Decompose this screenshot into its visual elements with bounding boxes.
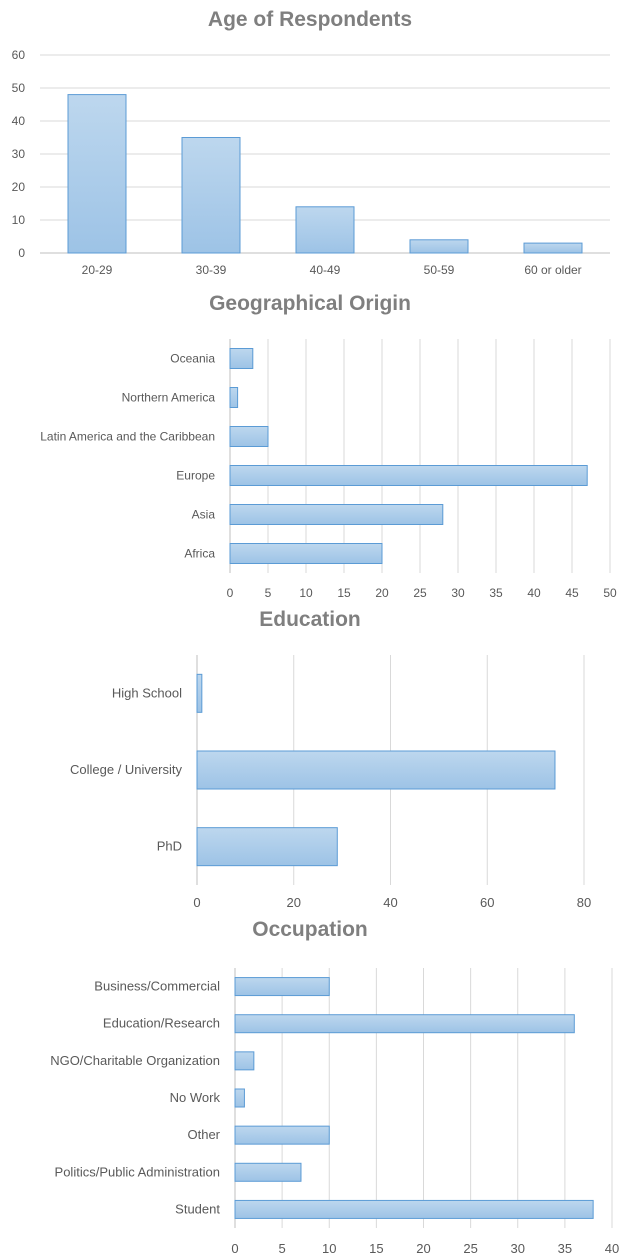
bar <box>196 827 338 867</box>
bar <box>295 206 355 254</box>
x-tick-label: 0 <box>227 586 234 600</box>
category-label: High School <box>112 685 182 700</box>
x-tick-label: 10 <box>322 1241 336 1256</box>
category-label: College / University <box>70 762 182 777</box>
y-tick-label: 10 <box>12 213 26 227</box>
x-tick-label: 40-49 <box>310 263 341 277</box>
education-chart: Education 0 20 40 60 80 High School College / … <box>70 608 591 910</box>
x-tick-label: 40 <box>383 895 397 910</box>
x-tick-label: 40 <box>527 586 541 600</box>
category-label: No Work <box>170 1090 221 1105</box>
category-label: Student <box>175 1201 220 1216</box>
bar <box>229 543 383 564</box>
x-tick-label: 30-39 <box>196 263 227 277</box>
bar <box>234 1162 302 1182</box>
bar <box>229 387 239 408</box>
category-label: Politics/Public Administration <box>55 1164 220 1179</box>
x-tick-label: 25 <box>413 586 427 600</box>
x-tick-label: 30 <box>511 1241 525 1256</box>
x-tick-label: 20 <box>416 1241 430 1256</box>
bar <box>234 1088 245 1108</box>
x-tick-label: 35 <box>489 586 503 600</box>
category-label: Other <box>187 1127 220 1142</box>
x-tick-label: 25 <box>463 1241 477 1256</box>
x-tick-label: 35 <box>558 1241 572 1256</box>
x-tick-label: 60 or older <box>524 263 581 277</box>
category-label: Europe <box>176 469 215 483</box>
age-chart: Age of Respondents 0 10 20 30 40 50 60 20-29 30-… <box>0 0 620 300</box>
category-label: Latin America and the Caribbean <box>40 430 215 444</box>
y-tick-label: 50 <box>12 81 26 95</box>
x-tick-label: 50 <box>603 586 617 600</box>
x-tick-label: 0 <box>231 1241 238 1256</box>
x-tick-label: 60 <box>480 895 494 910</box>
bar <box>234 1125 330 1145</box>
x-tick-label: 20 <box>287 895 301 910</box>
x-tick-label: 15 <box>369 1241 383 1256</box>
x-tick-label: 0 <box>193 895 200 910</box>
category-label: PhD <box>157 839 182 854</box>
x-tick-label: 15 <box>337 586 351 600</box>
bar <box>523 242 583 254</box>
category-label: Northern America <box>122 391 216 405</box>
bar <box>229 504 444 525</box>
y-tick-label: 30 <box>12 147 26 161</box>
x-tick-label: 80 <box>577 895 591 910</box>
x-tick-label: 20 <box>375 586 389 600</box>
bar <box>196 673 203 713</box>
category-label: NGO/Charitable Organization <box>50 1053 220 1068</box>
chart-title: Occupation <box>252 918 368 941</box>
chart-title: Age of Respondents <box>207 8 413 31</box>
category-label: Business/Commercial <box>94 979 220 994</box>
bar <box>196 750 556 790</box>
bar <box>229 426 269 447</box>
bar <box>409 239 469 254</box>
category-label: Asia <box>192 508 216 522</box>
bar <box>181 137 241 254</box>
x-tick-label: 5 <box>265 586 272 600</box>
y-tick-label: 60 <box>12 48 26 62</box>
y-tick-label: 0 <box>18 246 25 260</box>
x-tick-label: 5 <box>279 1241 286 1256</box>
category-label: Education/Research <box>103 1016 220 1031</box>
chart-title: Education <box>259 608 361 631</box>
bar <box>234 1014 575 1034</box>
bar <box>229 465 588 486</box>
education-chart-plot: 0 20 40 60 80 High School College / University… <box>70 655 591 910</box>
bar <box>234 1199 594 1219</box>
bar <box>234 1051 255 1071</box>
age-chart-plot: 0 10 20 30 40 50 60 20-29 30-39 40-49 50-59 60 or o… <box>12 48 610 277</box>
category-label: Oceania <box>170 352 215 366</box>
y-tick-label: 20 <box>12 180 26 194</box>
x-tick-label: 20-29 <box>82 263 113 277</box>
geography-chart: Geographical Origin 0 5 10 15 20 25 30 35 40 45 50… <box>0 0 620 620</box>
geography-chart-plot: 0 5 10 15 20 25 30 35 40 45 50 Oceania Northern Amer… <box>40 339 617 600</box>
x-tick-label: 40 <box>605 1241 619 1256</box>
x-tick-label: 30 <box>451 586 465 600</box>
category-label: Africa <box>184 547 215 561</box>
bar <box>229 348 254 369</box>
bar <box>67 94 127 254</box>
y-tick-label: 40 <box>12 114 26 128</box>
bar <box>234 977 330 997</box>
x-tick-label: 10 <box>299 586 313 600</box>
x-tick-label: 50-59 <box>424 263 455 277</box>
chart-title: Geographical Origin <box>209 292 411 315</box>
x-tick-label: 45 <box>565 586 579 600</box>
